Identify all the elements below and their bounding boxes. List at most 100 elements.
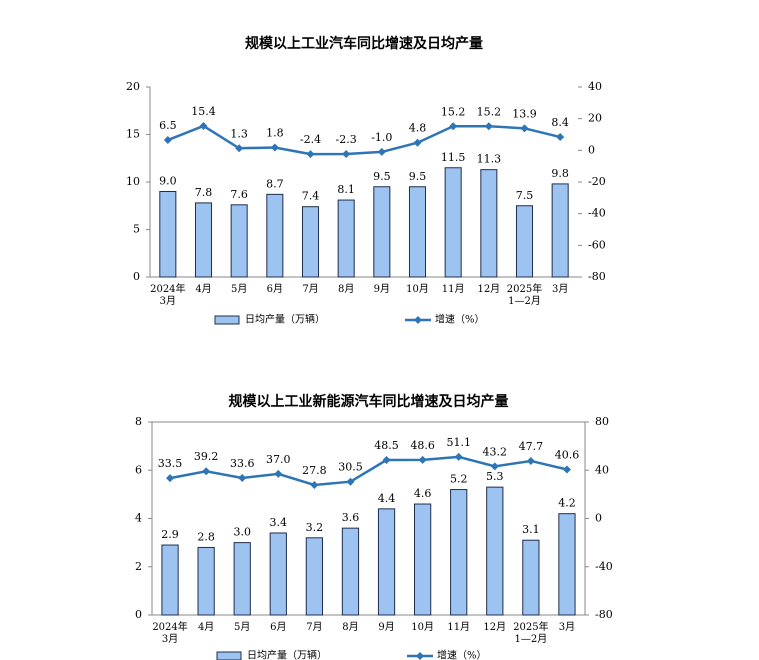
bar (558, 513, 576, 616)
x-tick-label: 2024年 3月 (150, 282, 185, 307)
line-marker (418, 455, 427, 464)
x-tick-label: 9月 (378, 621, 394, 633)
line-value-label: 4.8 (409, 122, 427, 135)
x-tick-line: 3月 (552, 283, 568, 295)
line-marker (382, 455, 391, 464)
line-value-label: -2.4 (300, 133, 321, 146)
y2-tick-label: -80 (588, 270, 606, 283)
y2-tick-label: 20 (588, 112, 602, 125)
bar-value-label: 9.5 (409, 170, 427, 183)
line-marker (235, 144, 244, 153)
bar (522, 539, 540, 616)
line-value-label: 15.4 (191, 105, 216, 118)
bar-value-label: 7.6 (230, 188, 248, 201)
bar (233, 542, 251, 616)
x-tick-line: 1—2月 (508, 295, 541, 307)
x-tick-label: 5月 (231, 283, 247, 295)
line-marker (199, 121, 208, 130)
x-tick-label: 7月 (302, 283, 318, 295)
bar-value-label: 3.2 (306, 521, 324, 534)
bar-value-label: 8.7 (266, 177, 284, 190)
x-tick-line: 2024年 (152, 620, 187, 633)
line-value-label: 13.9 (512, 107, 537, 120)
x-tick-label: 12月 (483, 621, 506, 633)
x-tick-line: 5月 (234, 621, 250, 633)
x-tick-line: 4月 (198, 621, 214, 633)
y2-tick-label: 40 (595, 463, 609, 476)
x-tick-line: 9月 (374, 283, 390, 295)
line-value-label: 15.2 (441, 105, 466, 118)
x-tick-line: 7月 (302, 283, 318, 295)
x-tick-line: 11月 (447, 621, 470, 633)
bar (486, 486, 504, 616)
y-tick-label: 0 (135, 608, 142, 621)
line-marker (238, 473, 247, 482)
line-value-label: 37.0 (266, 453, 291, 466)
x-tick-label: 6月 (267, 283, 283, 295)
y2-tick-label: 40 (588, 80, 602, 93)
line-value-label: 8.4 (551, 116, 569, 129)
bar (194, 202, 213, 278)
x-tick-label: 2024年 3月 (152, 620, 187, 645)
line-marker (274, 469, 283, 478)
x-tick-label: 6月 (270, 621, 286, 633)
line-marker (166, 474, 175, 483)
y-tick-label: 6 (135, 463, 142, 476)
bar (515, 205, 534, 278)
line-value-label: 1.8 (266, 126, 284, 139)
bar-value-label: 9.0 (159, 175, 177, 188)
line-value-label: 6.5 (159, 119, 177, 132)
line (169, 455, 568, 487)
y-tick-label: 0 (133, 270, 140, 283)
x-tick-line: 3月 (160, 295, 176, 307)
bar (197, 546, 215, 616)
bar-value-label: 11.3 (477, 153, 502, 166)
bar (230, 204, 248, 278)
bar-value-label: 3.0 (233, 526, 251, 539)
line-value-label: 33.5 (158, 457, 183, 470)
bar (444, 167, 462, 278)
line (167, 124, 561, 156)
line-value-label: 27.8 (302, 464, 327, 477)
x-tick-line: 8月 (338, 283, 354, 295)
x-tick-label: 3月 (552, 283, 568, 295)
x-tick-line: 3月 (559, 621, 575, 633)
legend-swatch (216, 651, 242, 660)
line-value-label: 1.3 (230, 127, 248, 140)
bar (414, 503, 432, 616)
bar-value-label: 11.5 (441, 151, 466, 164)
bar (159, 191, 177, 278)
bar-value-label: 2.9 (161, 528, 179, 541)
x-tick-line: 12月 (483, 621, 506, 633)
x-tick-line: 6月 (270, 621, 286, 633)
chart-title: 规模以上工业汽车同比增速及日均产量 (245, 35, 483, 52)
x-tick-label: 8月 (342, 621, 358, 633)
y-tick-label: 8 (135, 415, 142, 428)
x-tick-line: 11月 (442, 283, 465, 295)
line-marker (163, 136, 172, 145)
line-value-label: 48.5 (374, 439, 399, 452)
x-tick-label: 3月 (559, 621, 575, 633)
line-marker (306, 150, 315, 159)
x-tick-label: 9月 (374, 283, 390, 295)
line-value-label: 43.2 (483, 445, 508, 458)
bar-value-label: 3.4 (270, 516, 288, 529)
bar (337, 199, 355, 278)
x-tick-line: 7月 (306, 621, 322, 633)
x-tick-line: 5月 (231, 283, 247, 295)
bar (301, 206, 320, 278)
bar-value-label: 3.6 (342, 511, 360, 524)
bar-value-label: 8.1 (337, 183, 355, 196)
bar-value-label: 4.6 (414, 487, 432, 500)
line-value-label: -1.0 (371, 131, 392, 144)
y2-tick-label: -40 (595, 560, 613, 573)
line-marker (526, 456, 535, 465)
y-tick-label: 20 (126, 80, 140, 93)
y2-tick-label: -60 (588, 238, 606, 251)
bar (450, 489, 468, 616)
bar (269, 532, 287, 616)
y2-tick-label: -40 (588, 207, 606, 220)
line-value-label: 48.6 (410, 439, 435, 452)
y-tick-label: 2 (135, 560, 142, 573)
